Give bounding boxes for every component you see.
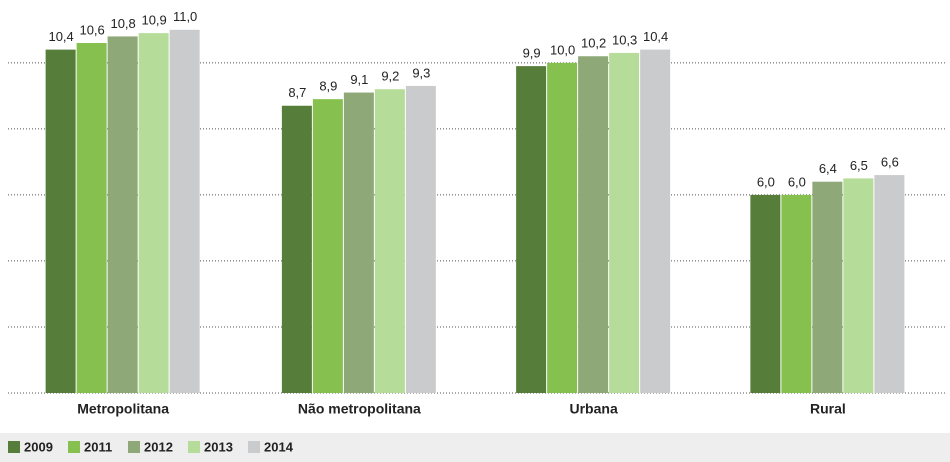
bar [750,194,781,393]
data-label: 6,4 [819,161,837,176]
data-label: 6,5 [850,158,868,173]
data-label: 10,4 [643,29,668,44]
data-label: 10,0 [550,42,575,57]
data-label: 10,6 [79,22,104,37]
legend-label: 2011 [84,439,112,454]
data-label: 10,9 [141,13,166,28]
data-label: 9,9 [523,46,541,61]
bar [405,85,436,394]
data-label: 8,7 [288,85,306,100]
legend-label: 2009 [24,439,53,454]
data-label: 10,4 [48,29,73,44]
data-label: 6,6 [881,155,899,170]
bar [45,49,76,393]
data-label: 10,2 [581,36,606,51]
data-label: 9,2 [381,69,399,84]
bar [281,105,312,393]
bar [547,62,578,394]
legend-label: 2013 [204,439,233,454]
data-label: 10,3 [612,32,637,47]
data-label: 11,0 [173,9,197,24]
bar [874,175,905,393]
data-label: 9,3 [412,65,430,80]
legend-swatch [248,441,260,453]
bar [312,99,343,394]
legend-background [0,433,950,462]
bar [169,29,200,394]
bar [843,178,874,393]
x-tick-label: Metropolitana [77,401,169,417]
bar [516,66,547,394]
bar [578,56,609,394]
legend-swatch [8,441,20,453]
legend-swatch [188,441,200,453]
bar [640,49,671,393]
legend-label: 2012 [144,439,173,454]
data-label: 6,0 [788,174,806,189]
bar [76,43,107,393]
legend-swatch [68,441,80,453]
bar [812,181,843,393]
data-label: 8,9 [319,79,337,94]
x-tick-label: Urbana [570,401,618,417]
bar [343,92,374,394]
bar [107,36,138,394]
data-label: 6,0 [757,174,775,189]
bar [781,194,812,393]
data-label: 9,1 [350,72,368,87]
data-label: 10,8 [110,16,135,31]
legend-label: 2014 [264,439,294,454]
x-tick-label: Rural [810,401,846,417]
legend-swatch [128,441,140,453]
bar [138,33,169,394]
bar [374,89,405,393]
x-tick-label: Não metropolitana [298,401,421,417]
bar [609,52,640,393]
